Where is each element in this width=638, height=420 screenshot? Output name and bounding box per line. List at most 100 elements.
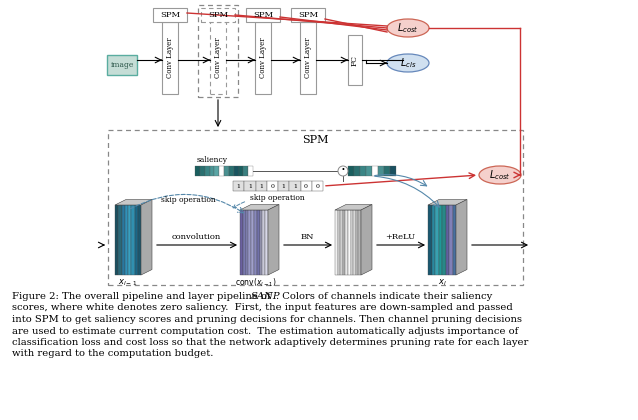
Bar [201,8,235,22]
Text: 1: 1 [281,184,286,189]
Bar [229,166,234,176]
Bar [354,166,360,176]
Bar [255,22,271,94]
Polygon shape [240,205,279,210]
Text: +ReLU: +ReLU [385,233,415,241]
Bar [251,210,254,275]
Bar [343,210,345,275]
Bar [224,166,229,176]
Bar [335,210,338,275]
Text: Figure 2: The overall pipeline and layer pipeline of: Figure 2: The overall pipeline and layer… [12,292,274,301]
Bar [138,205,141,275]
Text: SPM: SPM [208,11,228,19]
Text: 1: 1 [248,184,252,189]
Bar [125,205,128,275]
Bar [195,166,200,176]
Text: Conv Layer: Conv Layer [304,38,312,78]
Text: Conv Layer: Conv Layer [166,38,174,78]
Text: saliency: saliency [197,156,228,164]
Text: scores, where white denotes zero saliency.  First, the input features are down-s: scores, where white denotes zero salienc… [12,304,513,312]
Bar [198,5,238,97]
Text: $L_{cost}$: $L_{cost}$ [397,21,419,35]
Bar [240,210,243,275]
Bar [219,166,224,176]
Text: SPM: SPM [298,11,318,19]
Bar [348,210,351,275]
Bar [153,8,187,22]
Text: classification loss and cost loss so that the network adaptively determines prun: classification loss and cost loss so tha… [12,338,528,347]
Text: $L_{cost}$: $L_{cost}$ [489,168,511,182]
Bar [209,166,214,176]
Bar [445,205,449,275]
Bar [243,166,248,176]
Bar [351,210,353,275]
Text: 1: 1 [293,184,297,189]
Bar [246,210,248,275]
Bar [239,166,243,176]
Text: 1: 1 [259,184,263,189]
Circle shape [338,166,348,176]
Text: SANP: SANP [251,292,281,301]
Bar [233,181,244,191]
Bar [200,166,205,176]
Text: . Colors of channels indicate their saliency: . Colors of channels indicate their sali… [276,292,493,301]
Bar [108,130,523,285]
Bar [131,205,135,275]
Text: 0: 0 [315,184,320,189]
Bar [348,166,354,176]
Text: are used to estimate current computation cost.  The estimation automatically adj: are used to estimate current computation… [12,326,518,336]
Bar [255,181,267,191]
Bar [291,8,325,22]
Bar [384,166,390,176]
Text: $L_{cls}$: $L_{cls}$ [400,56,416,70]
Bar [366,166,372,176]
Ellipse shape [479,166,521,184]
Bar [214,166,219,176]
Text: 0: 0 [304,184,308,189]
Text: FC: FC [351,55,359,66]
Text: skip operation: skip operation [233,194,305,208]
Bar [260,210,262,275]
Bar [431,205,435,275]
Text: skip operation: skip operation [161,196,216,204]
Text: with regard to the computation budget.: with regard to the computation budget. [12,349,213,359]
Text: into SPM to get saliency scores and pruning decisions for channels. Then channel: into SPM to get saliency scores and prun… [12,315,522,324]
Polygon shape [115,200,152,205]
Polygon shape [268,205,279,275]
Bar [289,181,300,191]
Text: BN: BN [300,233,314,241]
Bar [234,166,239,176]
Bar [442,205,445,275]
Bar [107,55,137,75]
Text: Conv Layer: Conv Layer [259,38,267,78]
Bar [244,181,255,191]
Bar [340,210,343,275]
Bar [265,210,268,275]
Bar [360,166,366,176]
Polygon shape [428,200,467,205]
Polygon shape [456,200,467,275]
Bar [248,166,253,176]
Bar [193,138,438,208]
Bar [452,205,456,275]
Bar [338,210,340,275]
Bar [435,205,438,275]
Text: ·: · [341,163,345,178]
Bar [348,35,362,85]
Text: 1: 1 [237,184,241,189]
Bar [248,210,251,275]
Bar [278,181,289,191]
Text: SPM: SPM [253,11,273,19]
Bar [356,210,359,275]
Bar [438,205,442,275]
Bar [243,210,246,275]
Bar [390,166,396,176]
Ellipse shape [387,54,429,72]
Text: image: image [110,61,134,69]
Ellipse shape [387,19,429,37]
Bar [128,205,131,275]
Bar [135,205,138,275]
Bar [359,210,361,275]
Bar [300,22,316,94]
Text: Conv Layer: Conv Layer [214,38,222,78]
